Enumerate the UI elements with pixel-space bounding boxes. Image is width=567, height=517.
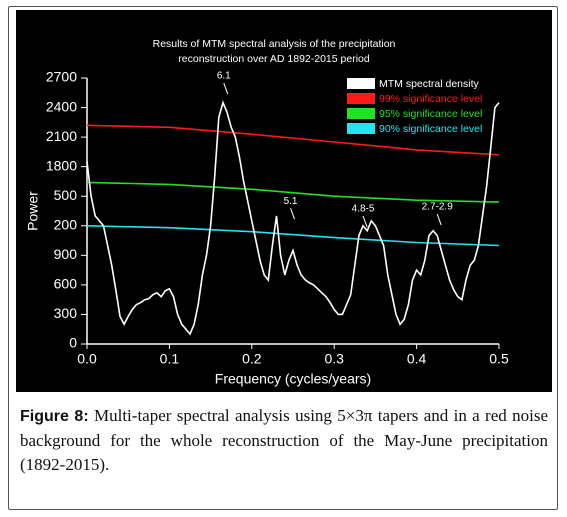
x-tick-label: 0.4 [407,351,427,367]
annotation-arrow [290,207,295,220]
x-tick-label: 0.0 [77,351,97,367]
x-tick-label: 0.5 [489,351,509,367]
y-axis-label: Power [25,191,41,231]
legend-swatch [347,123,375,134]
y-tick-label: 1800 [46,157,77,173]
y-tick-label: 200 [54,216,78,232]
annotation: 6.1 [217,71,231,82]
series-line [86,100,500,336]
figure-frame [8,6,558,510]
legend-label: MTM spectral density [379,78,480,90]
caption-text: Multi-taper spectral analysis using 5×3π… [20,406,548,474]
chart: Results of MTM spectral analysis of the … [16,10,552,392]
y-tick-label: 300 [54,305,78,321]
caption: Figure 8: Multi-taper spectral analysis … [20,404,548,477]
series-line [86,181,500,203]
chart-title: reconstruction over AD 1892-2015 period [178,53,370,65]
y-tick-label: 900 [54,246,78,262]
legend-label: 95% significance level [379,108,482,120]
legend-swatch [347,93,375,104]
legend-label: 99% significance level [379,93,482,105]
annotation: 4.8-5 [352,204,375,215]
annotation-arrow [436,213,442,226]
x-tick-label: 0.2 [242,351,262,367]
series-line [86,124,500,156]
annotation-arrow [223,82,229,95]
chart-title: Results of MTM spectral analysis of the … [153,38,396,50]
x-axis-label: Frequency (cycles/years) [215,371,371,387]
annotation: 2.7-2.9 [422,202,454,213]
series-line [86,225,500,247]
annotation: 5.1 [284,196,298,207]
y-tick-label: 0 [69,335,77,351]
y-tick-label: 500 [54,187,78,203]
y-tick-label: 2100 [46,128,77,144]
annotation-arrow [362,215,368,228]
y-tick-label: 2700 [46,69,77,85]
x-tick-label: 0.3 [324,351,344,367]
caption-label: Figure 8: [20,408,89,425]
legend-swatch [347,78,375,89]
y-tick-label: 2400 [46,98,77,114]
x-tick-label: 0.1 [160,351,180,367]
y-tick-label: 600 [54,276,78,292]
legend-swatch [347,108,375,119]
legend-label: 90% significance level [379,123,482,135]
